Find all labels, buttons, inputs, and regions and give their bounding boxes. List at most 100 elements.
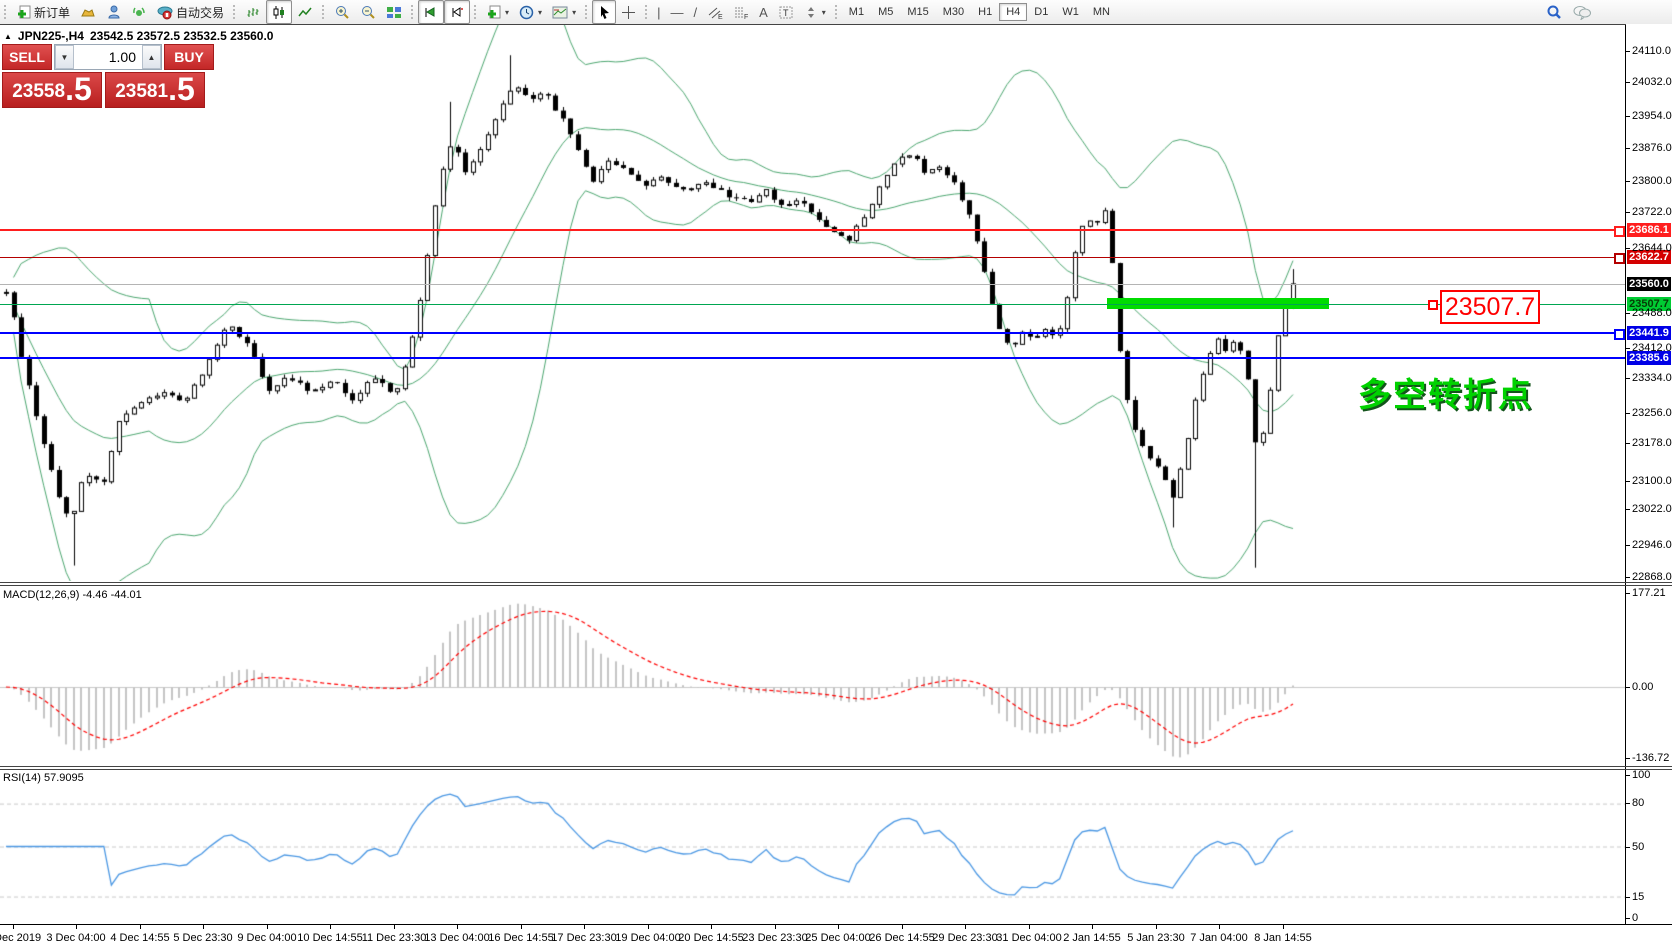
price-badge: 23686.1 (1627, 223, 1671, 237)
chevron-down-icon: ▾ (821, 7, 826, 17)
templates-button[interactable]: ▾ (547, 0, 581, 24)
timeframe-mn-button[interactable]: MN (1092, 6, 1110, 18)
new-order-button[interactable]: 新订单 (11, 0, 75, 24)
support-zone-highlight[interactable] (1107, 298, 1329, 309)
axis-tick (1625, 481, 1630, 482)
horizontal-line-button[interactable]: — (665, 0, 688, 24)
price-line-23507.7[interactable] (0, 304, 1625, 305)
volume-input[interactable] (74, 45, 142, 69)
text-button[interactable]: A (754, 0, 773, 24)
axis-tick (1625, 212, 1630, 213)
rsi-separator-2[interactable] (0, 769, 1672, 770)
sell-button[interactable]: SELL (2, 44, 52, 70)
volume-spinner: ▼ ▲ (54, 44, 162, 70)
volume-decrease-button[interactable]: ▼ (55, 45, 74, 69)
timeframe-d1-button[interactable]: D1 (1034, 6, 1049, 18)
symbol-collapse-icon[interactable]: ▲ (4, 31, 12, 41)
rsi-separator[interactable] (0, 766, 1672, 767)
timeframe-m15-button[interactable]: M15 (907, 6, 929, 18)
price-axis-border (1625, 25, 1626, 925)
data-window-button[interactable] (101, 0, 127, 24)
timeframe-m5-button[interactable]: M5 (878, 6, 894, 18)
axis-tick (1625, 577, 1630, 578)
buy-price-display[interactable]: 23581 .5 (105, 72, 205, 108)
arrows-button[interactable]: ▾ (799, 0, 831, 24)
price-line-23560.0[interactable] (0, 284, 1625, 285)
periods-button[interactable]: ▾ (514, 0, 547, 24)
toolbar-grip (232, 4, 238, 20)
price-line-23686.1[interactable] (0, 229, 1625, 231)
timeframe-h4-button[interactable]: H4 (999, 3, 1028, 21)
axis-label: 0 (1632, 912, 1639, 924)
axis-label: 24032.0 (1632, 76, 1672, 88)
axis-tick (1625, 248, 1630, 249)
text-label-icon: T (778, 5, 794, 20)
main-chart-canvas[interactable] (0, 25, 1625, 581)
chart-shift-button[interactable] (444, 0, 471, 24)
axis-label: 23412.0 (1632, 342, 1672, 354)
zoom-in-button[interactable] (329, 0, 355, 24)
line-endpoint-marker[interactable] (1614, 226, 1625, 237)
time-tick (1092, 925, 1093, 929)
chart-shift-icon (449, 5, 465, 20)
line-endpoint-marker[interactable] (1614, 329, 1625, 340)
vertical-line-button[interactable]: | (652, 0, 665, 24)
time-label: 16 Dec 14:55 (488, 932, 554, 944)
autotrading-icon (157, 5, 173, 20)
zoom-out-icon (360, 5, 376, 20)
price-line-23441.9[interactable] (0, 332, 1625, 334)
price-box-anchor[interactable] (1428, 300, 1438, 310)
axis-tick (1625, 51, 1630, 52)
time-label: 26 Dec 14:55 (869, 932, 935, 944)
candlestick-chart-button[interactable] (266, 0, 293, 24)
search-icon[interactable] (1546, 4, 1562, 20)
sell-price-display[interactable]: 23558 .5 (2, 72, 102, 108)
axis-label: 23722.0 (1632, 206, 1672, 218)
market-watch-button[interactable] (75, 0, 101, 24)
fibonacci-button[interactable]: F (728, 0, 754, 24)
timeframe-w1-button[interactable]: W1 (1062, 6, 1079, 18)
zoom-out-button[interactable] (355, 0, 381, 24)
buy-button[interactable]: BUY (164, 44, 214, 70)
macd-canvas[interactable] (0, 586, 1625, 766)
cursor-button[interactable] (592, 0, 617, 24)
time-label: 8 Jan 14:55 (1254, 932, 1312, 944)
volume-increase-button[interactable]: ▲ (142, 45, 161, 69)
timeframe-m1-button[interactable]: M1 (848, 6, 865, 18)
axis-label: 23100.0 (1632, 475, 1672, 487)
axis-label: 23954.0 (1632, 110, 1672, 122)
auto-scroll-icon (423, 5, 439, 20)
timeframe-h1-button[interactable]: H1 (978, 6, 993, 18)
price-line-23385.6[interactable] (0, 357, 1625, 359)
rsi-canvas[interactable] (0, 770, 1625, 924)
axis-tick (1625, 313, 1630, 314)
autotrading-button[interactable]: 自动交易 (152, 0, 229, 24)
axis-label: 22868.0 (1632, 571, 1672, 583)
axis-tick (1625, 148, 1630, 149)
time-tick (394, 925, 395, 929)
chat-icon[interactable] (1572, 4, 1592, 20)
bar-chart-button[interactable] (240, 0, 266, 24)
auto-scroll-button[interactable] (418, 0, 445, 24)
text-label-button[interactable]: T (773, 0, 799, 24)
macd-separator-2[interactable] (0, 585, 1672, 586)
indicators-button[interactable]: ▾ (481, 0, 514, 24)
time-tick (203, 925, 204, 929)
line-chart-button[interactable] (292, 0, 318, 24)
navigator-button[interactable] (127, 0, 152, 24)
tile-windows-button[interactable] (381, 0, 407, 24)
channel-button[interactable]: E (702, 0, 728, 24)
toolbar-grip (833, 4, 839, 20)
trendline-button[interactable]: / (688, 0, 702, 24)
candlestick-chart-icon (271, 5, 287, 20)
time-tick (330, 925, 331, 929)
price-line-23622.7[interactable] (0, 257, 1625, 258)
macd-separator[interactable] (0, 582, 1672, 583)
turning-point-note[interactable]: 多空转折点 (1358, 376, 1533, 413)
toolbar-grip (473, 4, 479, 20)
price-annotation-box[interactable]: 23507.7 (1440, 290, 1540, 324)
crosshair-button[interactable] (616, 0, 641, 24)
line-endpoint-marker[interactable] (1614, 253, 1625, 264)
timeframe-m30-button[interactable]: M30 (942, 6, 965, 18)
macd-label: MACD(12,26,9) -4.46 -44.01 (3, 589, 142, 601)
